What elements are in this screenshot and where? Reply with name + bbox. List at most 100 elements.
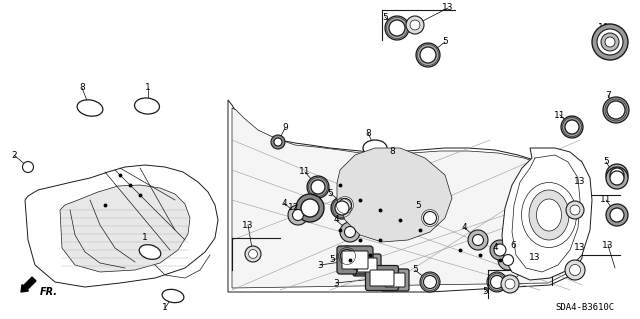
Circle shape bbox=[335, 195, 355, 215]
Circle shape bbox=[331, 197, 353, 219]
Text: 13: 13 bbox=[529, 254, 541, 263]
Text: 5: 5 bbox=[327, 189, 333, 197]
FancyBboxPatch shape bbox=[365, 265, 399, 291]
Circle shape bbox=[606, 167, 628, 189]
Polygon shape bbox=[232, 108, 582, 288]
FancyBboxPatch shape bbox=[357, 258, 377, 272]
Ellipse shape bbox=[522, 182, 577, 248]
Circle shape bbox=[570, 264, 580, 276]
Circle shape bbox=[245, 246, 261, 262]
Ellipse shape bbox=[529, 190, 569, 240]
Circle shape bbox=[271, 135, 285, 149]
Circle shape bbox=[490, 276, 504, 288]
Text: 5: 5 bbox=[415, 202, 421, 211]
Circle shape bbox=[566, 201, 584, 219]
FancyBboxPatch shape bbox=[370, 270, 394, 286]
Circle shape bbox=[292, 210, 303, 220]
Circle shape bbox=[274, 138, 282, 146]
Circle shape bbox=[597, 29, 623, 55]
Circle shape bbox=[307, 176, 329, 198]
Circle shape bbox=[420, 47, 436, 63]
Circle shape bbox=[606, 204, 628, 226]
Circle shape bbox=[288, 205, 308, 225]
Circle shape bbox=[416, 43, 440, 67]
FancyBboxPatch shape bbox=[385, 273, 405, 287]
Text: 12: 12 bbox=[288, 203, 300, 211]
Text: 4: 4 bbox=[281, 198, 287, 207]
Text: 4: 4 bbox=[333, 216, 339, 225]
Circle shape bbox=[420, 208, 440, 228]
Circle shape bbox=[340, 249, 353, 263]
Circle shape bbox=[565, 120, 579, 134]
FancyBboxPatch shape bbox=[342, 251, 368, 269]
Circle shape bbox=[468, 230, 488, 250]
Text: 10: 10 bbox=[598, 23, 610, 32]
Text: 4: 4 bbox=[492, 243, 498, 253]
Text: 13: 13 bbox=[602, 241, 614, 249]
Circle shape bbox=[335, 201, 349, 215]
Circle shape bbox=[610, 171, 624, 185]
Ellipse shape bbox=[389, 158, 411, 172]
FancyBboxPatch shape bbox=[381, 269, 409, 291]
Circle shape bbox=[494, 244, 506, 256]
Circle shape bbox=[501, 275, 519, 293]
Circle shape bbox=[296, 194, 324, 222]
Text: FR.: FR. bbox=[40, 287, 58, 297]
Text: 5: 5 bbox=[412, 265, 418, 275]
Circle shape bbox=[565, 260, 585, 280]
Text: 3: 3 bbox=[317, 261, 323, 270]
FancyBboxPatch shape bbox=[353, 254, 381, 276]
FancyBboxPatch shape bbox=[337, 246, 373, 274]
Text: 13: 13 bbox=[574, 243, 586, 253]
FancyArrow shape bbox=[21, 277, 36, 292]
Circle shape bbox=[606, 164, 628, 186]
Circle shape bbox=[498, 250, 518, 270]
Circle shape bbox=[472, 234, 483, 246]
Text: 13: 13 bbox=[243, 220, 253, 229]
Circle shape bbox=[340, 222, 360, 242]
Circle shape bbox=[410, 20, 420, 30]
Text: 6: 6 bbox=[510, 241, 516, 250]
Text: 1: 1 bbox=[162, 303, 168, 313]
Circle shape bbox=[502, 255, 513, 265]
Circle shape bbox=[22, 161, 33, 173]
Circle shape bbox=[505, 279, 515, 289]
Text: 1: 1 bbox=[145, 84, 151, 93]
Circle shape bbox=[607, 101, 625, 119]
Circle shape bbox=[592, 24, 628, 60]
Polygon shape bbox=[337, 148, 452, 242]
Circle shape bbox=[603, 97, 629, 123]
Ellipse shape bbox=[536, 199, 561, 231]
Ellipse shape bbox=[363, 140, 387, 156]
Circle shape bbox=[311, 180, 325, 194]
Text: 8: 8 bbox=[79, 84, 85, 93]
Polygon shape bbox=[502, 148, 592, 280]
Text: 5: 5 bbox=[482, 287, 488, 296]
Ellipse shape bbox=[77, 100, 103, 116]
Circle shape bbox=[389, 20, 405, 36]
Text: 5: 5 bbox=[329, 256, 335, 264]
Text: 2: 2 bbox=[11, 151, 17, 160]
Circle shape bbox=[490, 240, 510, 260]
Text: 13: 13 bbox=[574, 177, 586, 187]
Text: 1: 1 bbox=[142, 233, 148, 241]
Polygon shape bbox=[25, 165, 218, 287]
Circle shape bbox=[301, 199, 319, 217]
Text: 9: 9 bbox=[282, 123, 288, 132]
Circle shape bbox=[424, 276, 436, 288]
Text: 11: 11 bbox=[554, 110, 566, 120]
Circle shape bbox=[420, 272, 440, 292]
Text: 7: 7 bbox=[352, 269, 358, 278]
Circle shape bbox=[570, 205, 580, 215]
Text: 11: 11 bbox=[600, 196, 612, 204]
Circle shape bbox=[610, 168, 624, 182]
Polygon shape bbox=[228, 100, 584, 292]
Ellipse shape bbox=[134, 98, 159, 114]
Circle shape bbox=[248, 249, 257, 258]
Text: 8: 8 bbox=[365, 129, 371, 137]
Polygon shape bbox=[60, 185, 190, 272]
Circle shape bbox=[339, 198, 351, 211]
Circle shape bbox=[610, 208, 624, 222]
Text: 13: 13 bbox=[442, 4, 454, 12]
Text: 5: 5 bbox=[382, 12, 388, 21]
